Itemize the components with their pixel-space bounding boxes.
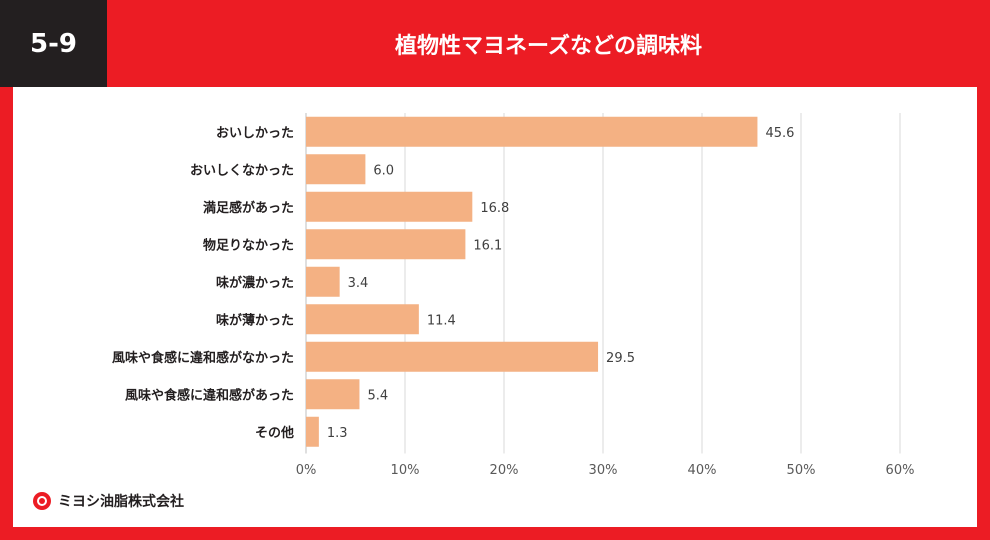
bar-1	[306, 154, 366, 185]
data-label: 11.4	[427, 313, 456, 328]
data-label: 16.1	[473, 238, 502, 253]
bar-6	[306, 341, 599, 372]
category-label: 風味や食感に違和感がなかった	[112, 350, 294, 366]
category-label: 味が薄かった	[216, 312, 294, 328]
x-tick-label: 40%	[688, 463, 717, 478]
bar-0	[306, 116, 758, 147]
data-label: 6.0	[373, 163, 394, 178]
company-logo-mark-icon	[33, 492, 51, 510]
data-label: 1.3	[327, 426, 348, 441]
data-label: 5.4	[367, 388, 388, 403]
x-tick-label: 50%	[787, 463, 816, 478]
chart-title: 植物性マヨネーズなどの調味料	[395, 33, 702, 59]
section-number-badge: 5-9	[0, 0, 107, 87]
data-label: 45.6	[765, 126, 794, 141]
bar-4	[306, 266, 340, 297]
category-label: 物足りなかった	[203, 237, 294, 253]
bar-2	[306, 191, 473, 222]
x-tick-label: 20%	[490, 463, 519, 478]
category-label: 風味や食感に違和感があった	[125, 387, 294, 403]
category-label: おいしかった	[216, 126, 294, 141]
x-tick-label: 30%	[589, 463, 618, 478]
data-label: 29.5	[606, 351, 635, 366]
bar-8	[306, 416, 319, 447]
data-label: 16.8	[480, 201, 509, 216]
company-name: ミヨシ油脂株式会社	[58, 494, 184, 510]
x-tick-label: 60%	[886, 463, 915, 478]
bar-3	[306, 229, 466, 260]
company-logo: ミヨシ油脂株式会社	[32, 491, 184, 511]
bar-7	[306, 379, 360, 410]
bar-5	[306, 304, 419, 335]
category-label: おいしくなかった	[190, 163, 294, 178]
x-tick-label: 0%	[296, 463, 317, 478]
data-label: 3.4	[348, 276, 369, 291]
chart-panel	[13, 87, 977, 527]
category-label: その他	[255, 425, 294, 441]
category-label: 満足感があった	[203, 200, 294, 216]
x-tick-label: 10%	[391, 463, 420, 478]
category-label: 味が濃かった	[216, 275, 294, 291]
